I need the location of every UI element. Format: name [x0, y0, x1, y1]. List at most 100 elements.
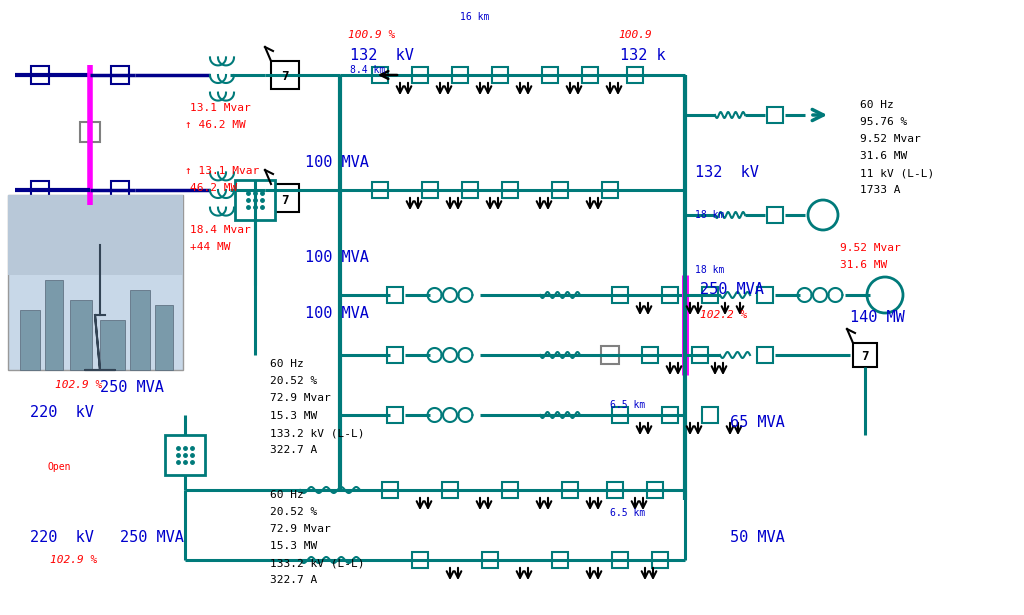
Bar	[442, 482, 458, 498]
Text: 220  kV: 220 kV	[30, 530, 94, 545]
Text: 15.3 MW: 15.3 MW	[270, 541, 317, 551]
Text: 7: 7	[282, 194, 289, 207]
Text: 65 MVA: 65 MVA	[730, 415, 784, 430]
Bar	[612, 552, 628, 568]
Text: 322.7 A: 322.7 A	[270, 445, 317, 455]
Bar	[387, 347, 403, 363]
Text: 140 MW: 140 MW	[850, 310, 905, 325]
Text: 8.4 km: 8.4 km	[350, 65, 385, 75]
Text: ↑ 46.2 MW: ↑ 46.2 MW	[185, 120, 246, 130]
Bar	[372, 182, 388, 198]
Bar	[482, 552, 498, 568]
Bar	[271, 184, 299, 212]
Text: 60 Hz: 60 Hz	[270, 359, 304, 369]
Bar	[31, 181, 49, 199]
Bar	[582, 67, 598, 83]
Text: 9.52 Mvar: 9.52 Mvar	[840, 243, 901, 253]
Text: 18.4 Mvar: 18.4 Mvar	[190, 225, 251, 235]
Text: 132  kV: 132 kV	[695, 165, 759, 180]
Bar	[372, 67, 388, 83]
Bar	[552, 182, 568, 198]
Text: Open: Open	[47, 462, 71, 472]
Text: 11 kV (L-L): 11 kV (L-L)	[860, 168, 934, 178]
Bar	[642, 347, 658, 363]
Text: 46.2 MW: 46.2 MW	[190, 183, 238, 193]
Text: 100.9: 100.9	[618, 30, 651, 40]
Bar	[662, 407, 678, 423]
Bar	[757, 347, 773, 363]
Bar	[652, 552, 668, 568]
Bar	[627, 67, 643, 83]
Text: 50 MVA: 50 MVA	[730, 530, 784, 545]
Bar	[702, 287, 718, 303]
Bar	[70, 300, 92, 370]
Bar	[692, 347, 708, 363]
Bar	[767, 207, 783, 223]
Bar	[612, 287, 628, 303]
Text: 7: 7	[861, 351, 868, 363]
Text: 100 MVA: 100 MVA	[305, 155, 369, 170]
Bar	[452, 67, 468, 83]
Bar	[45, 280, 63, 370]
Text: 72.9 Mvar: 72.9 Mvar	[270, 524, 331, 534]
Bar	[100, 320, 125, 370]
Text: +44 MW: +44 MW	[190, 242, 230, 252]
Bar	[757, 287, 773, 303]
Bar	[111, 181, 129, 199]
Text: 133.2 kV (L-L): 133.2 kV (L-L)	[270, 558, 365, 568]
Bar	[542, 67, 558, 83]
Text: 31.6 MW: 31.6 MW	[860, 151, 907, 161]
Text: 9.52 Mvar: 9.52 Mvar	[860, 134, 921, 144]
Bar	[853, 343, 877, 367]
Text: 31.6 MW: 31.6 MW	[840, 260, 887, 270]
Text: 250 MVA: 250 MVA	[120, 530, 184, 545]
Bar	[165, 435, 205, 475]
Text: 250 MVA: 250 MVA	[100, 380, 164, 395]
Text: 95.76 %: 95.76 %	[860, 117, 907, 127]
Text: 20.52 %: 20.52 %	[270, 507, 317, 517]
Bar	[20, 310, 40, 370]
Text: 18 km: 18 km	[695, 265, 724, 275]
Bar	[562, 482, 578, 498]
Bar	[767, 107, 783, 123]
Bar	[602, 182, 618, 198]
Bar	[607, 482, 623, 498]
Text: 60 Hz: 60 Hz	[860, 100, 894, 110]
Bar	[462, 182, 478, 198]
Text: ↑ 13.1 Mvar: ↑ 13.1 Mvar	[185, 166, 259, 176]
Text: 60 Hz: 60 Hz	[270, 490, 304, 500]
Bar	[111, 66, 129, 84]
Bar	[702, 407, 718, 423]
Text: 100 MVA: 100 MVA	[305, 306, 369, 321]
Text: 220  kV: 220 kV	[30, 405, 94, 420]
Bar	[601, 346, 618, 364]
Bar	[502, 182, 518, 198]
Bar	[412, 67, 428, 83]
Bar	[130, 290, 150, 370]
Text: 102.2 %: 102.2 %	[700, 310, 748, 320]
Bar	[412, 552, 428, 568]
Text: 132  kV: 132 kV	[350, 48, 414, 63]
Bar	[387, 407, 403, 423]
Text: 18 km: 18 km	[695, 210, 724, 220]
Text: 15.3 MW: 15.3 MW	[270, 411, 317, 421]
Text: 250 MVA: 250 MVA	[700, 282, 764, 297]
Bar	[612, 407, 628, 423]
Text: 102.9 %: 102.9 %	[55, 380, 102, 390]
Text: 72.9 Mvar: 72.9 Mvar	[270, 393, 331, 403]
Bar	[8, 195, 183, 275]
Text: 16 km: 16 km	[460, 12, 489, 22]
Bar	[155, 305, 173, 370]
Text: 7: 7	[282, 71, 289, 84]
Bar	[387, 287, 403, 303]
Text: 133.2 kV (L-L): 133.2 kV (L-L)	[270, 428, 365, 438]
Text: 322.7 A: 322.7 A	[270, 575, 317, 585]
Text: 1733 A: 1733 A	[860, 185, 900, 195]
Text: 6.5 km: 6.5 km	[610, 508, 645, 518]
Text: 100.9 %: 100.9 %	[348, 30, 395, 40]
Bar	[80, 122, 100, 142]
Text: 102.9 %: 102.9 %	[50, 555, 97, 565]
Bar	[382, 482, 398, 498]
Text: 13.1 Mvar: 13.1 Mvar	[190, 103, 251, 113]
Bar	[502, 482, 518, 498]
